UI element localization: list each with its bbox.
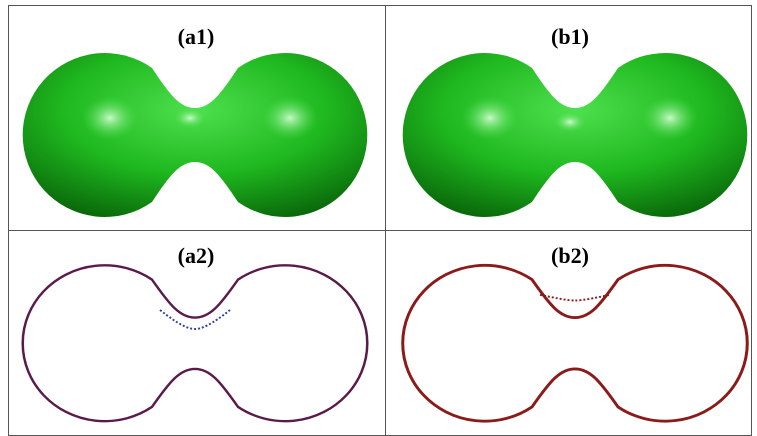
panel-label: (a1)	[178, 24, 215, 49]
surface-a1	[23, 53, 368, 217]
panel-label: (b1)	[551, 24, 589, 49]
surface-b1	[403, 53, 748, 217]
contour-a2	[23, 265, 368, 421]
panel-label: (a2)	[178, 243, 215, 268]
figure: (a1) (b1) (a2) (b2)	[0, 0, 757, 436]
contour-b2	[403, 265, 748, 421]
panel-label: (b2)	[551, 243, 589, 268]
